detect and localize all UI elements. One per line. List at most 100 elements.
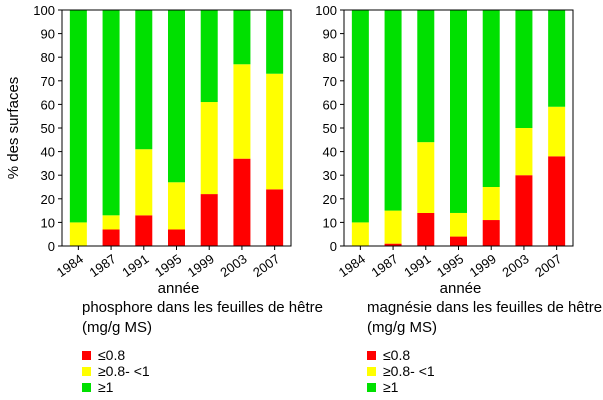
bar-right-2003-series-2 bbox=[515, 10, 533, 128]
bar-right-1999-series-0 bbox=[482, 220, 500, 246]
y-axis-label: % des surfaces bbox=[5, 77, 22, 180]
bar-left-2007-series-0 bbox=[266, 189, 284, 246]
xtick-label-left-1999: 1999 bbox=[185, 251, 217, 280]
bar-right-1991-series-0 bbox=[417, 212, 435, 246]
x-axis-label-right: année bbox=[440, 280, 482, 297]
legend-right-title-line-1: magnésie dans les feuilles de hêtre bbox=[367, 299, 603, 316]
ytick-label-left-100: 100 bbox=[33, 3, 55, 18]
bar-left-1999-series-2 bbox=[200, 10, 218, 103]
legend-right: magnésie dans les feuilles de hêtre (mg/… bbox=[367, 298, 602, 395]
ytick-label-left-50: 50 bbox=[41, 121, 55, 136]
ytick-label-left-20: 20 bbox=[41, 192, 55, 207]
bar-left-1995-series-0 bbox=[168, 229, 185, 246]
bar-right-1999-series-1 bbox=[482, 187, 500, 221]
bar-right-2003-series-0 bbox=[515, 175, 533, 246]
legend-left: phosphore dans les feuilles de hêtre (mg… bbox=[82, 298, 323, 395]
legend-right-item-mid: ≥0.8- <1 bbox=[367, 363, 602, 379]
bar-right-2007-series-1 bbox=[548, 106, 566, 157]
bar-left-1991-series-0 bbox=[135, 215, 153, 246]
legend-right-label-lt08: ≤0.8 bbox=[383, 347, 411, 363]
legend-swatch-yellow bbox=[82, 366, 91, 376]
bar-right-1995-series-2 bbox=[450, 10, 467, 213]
bar-right-1987-series-1 bbox=[384, 210, 402, 244]
ytick-label-left-90: 90 bbox=[41, 27, 55, 42]
legend-left-item-lt08: ≤0.8 bbox=[82, 347, 323, 363]
xtick-label-right-1987: 1987 bbox=[368, 251, 400, 280]
bar-right-2007-series-2 bbox=[548, 10, 566, 107]
xtick-label-right-1984: 1984 bbox=[336, 251, 368, 280]
legend-left-title-line-1: phosphore dans les feuilles de hêtre bbox=[82, 299, 323, 316]
bar-right-1987-series-0 bbox=[384, 243, 402, 246]
legend-left-label-lt08: ≤0.8 bbox=[98, 347, 126, 363]
legend-left-label-mid: ≥0.8- <1 bbox=[98, 363, 150, 379]
legend-swatch-red bbox=[367, 350, 376, 360]
bar-left-1987-series-0 bbox=[102, 229, 120, 246]
bar-left-1991-series-1 bbox=[135, 149, 153, 216]
legend-swatch-red bbox=[82, 350, 91, 360]
xtick-label-right-1999: 1999 bbox=[467, 251, 499, 280]
ytick-label-left-0: 0 bbox=[48, 239, 55, 254]
xtick-label-left-1991: 1991 bbox=[119, 251, 151, 280]
bar-left-1987-series-1 bbox=[102, 215, 120, 230]
x-axis-label-left: année bbox=[158, 280, 200, 297]
ytick-label-right-100: 100 bbox=[315, 3, 337, 18]
bar-left-1987-series-2 bbox=[102, 10, 120, 216]
legend-left-item-mid: ≥0.8- <1 bbox=[82, 363, 323, 379]
legend-swatch-green bbox=[82, 382, 91, 392]
bar-left-1999-series-0 bbox=[200, 194, 218, 246]
ytick-label-left-40: 40 bbox=[41, 145, 55, 160]
xtick-label-left-1995: 1995 bbox=[152, 251, 184, 280]
legend-right-label-ge1: ≥1 bbox=[383, 379, 399, 395]
ytick-label-right-80: 80 bbox=[323, 50, 337, 65]
xtick-label-left-1984: 1984 bbox=[54, 251, 86, 280]
bar-right-1995-series-1 bbox=[450, 212, 467, 237]
bar-left-2003-series-0 bbox=[233, 158, 251, 246]
ytick-label-right-50: 50 bbox=[323, 121, 337, 136]
ytick-label-right-60: 60 bbox=[323, 97, 337, 112]
ytick-label-left-10: 10 bbox=[41, 215, 55, 230]
ytick-label-right-70: 70 bbox=[323, 74, 337, 89]
ytick-label-left-60: 60 bbox=[41, 97, 55, 112]
ytick-label-right-20: 20 bbox=[323, 192, 337, 207]
bar-right-1991-series-2 bbox=[417, 10, 435, 143]
ytick-label-right-0: 0 bbox=[330, 239, 337, 254]
ytick-label-right-30: 30 bbox=[323, 168, 337, 183]
xtick-label-left-2003: 2003 bbox=[217, 251, 249, 280]
xtick-label-right-2007: 2007 bbox=[532, 251, 564, 280]
bar-right-1991-series-1 bbox=[417, 142, 435, 213]
legend-right-item-ge1: ≥1 bbox=[367, 379, 602, 395]
bar-right-1984-series-2 bbox=[351, 10, 369, 223]
xtick-label-right-1991: 1991 bbox=[401, 251, 433, 280]
bar-left-2007-series-1 bbox=[266, 73, 284, 190]
bar-left-1995-series-2 bbox=[168, 10, 185, 183]
bar-right-1999-series-2 bbox=[482, 10, 500, 187]
legend-left-item-ge1: ≥1 bbox=[82, 379, 323, 395]
legend-right-title-line-2: (mg/g MS) bbox=[367, 319, 438, 336]
bar-left-1995-series-1 bbox=[168, 182, 185, 230]
ytick-label-left-30: 30 bbox=[41, 168, 55, 183]
bar-left-1984-series-1 bbox=[69, 222, 87, 246]
bar-right-1995-series-0 bbox=[450, 236, 467, 246]
ytick-label-right-90: 90 bbox=[323, 27, 337, 42]
bar-right-1987-series-2 bbox=[384, 10, 402, 211]
xtick-label-right-1995: 1995 bbox=[434, 251, 466, 280]
ytick-label-left-70: 70 bbox=[41, 74, 55, 89]
bar-left-1999-series-1 bbox=[200, 102, 218, 195]
xtick-label-right-2003: 2003 bbox=[499, 251, 531, 280]
legend-left-title-line-2: (mg/g MS) bbox=[82, 319, 153, 336]
ytick-label-right-40: 40 bbox=[323, 145, 337, 160]
bar-left-1991-series-2 bbox=[135, 10, 153, 150]
bar-left-1984-series-2 bbox=[69, 10, 87, 223]
bar-left-2003-series-2 bbox=[233, 10, 251, 65]
legend-left-label-ge1: ≥1 bbox=[98, 379, 114, 395]
bar-left-2003-series-1 bbox=[233, 64, 251, 159]
legend-swatch-green bbox=[367, 382, 376, 392]
ytick-label-right-10: 10 bbox=[323, 215, 337, 230]
legend-right-item-lt08: ≤0.8 bbox=[367, 347, 602, 363]
legend-swatch-yellow bbox=[367, 366, 376, 376]
bar-right-1984-series-1 bbox=[351, 222, 369, 246]
ytick-label-left-80: 80 bbox=[41, 50, 55, 65]
xtick-label-left-2007: 2007 bbox=[250, 251, 282, 280]
bar-right-2007-series-0 bbox=[548, 156, 566, 246]
bar-left-2007-series-2 bbox=[266, 10, 284, 74]
